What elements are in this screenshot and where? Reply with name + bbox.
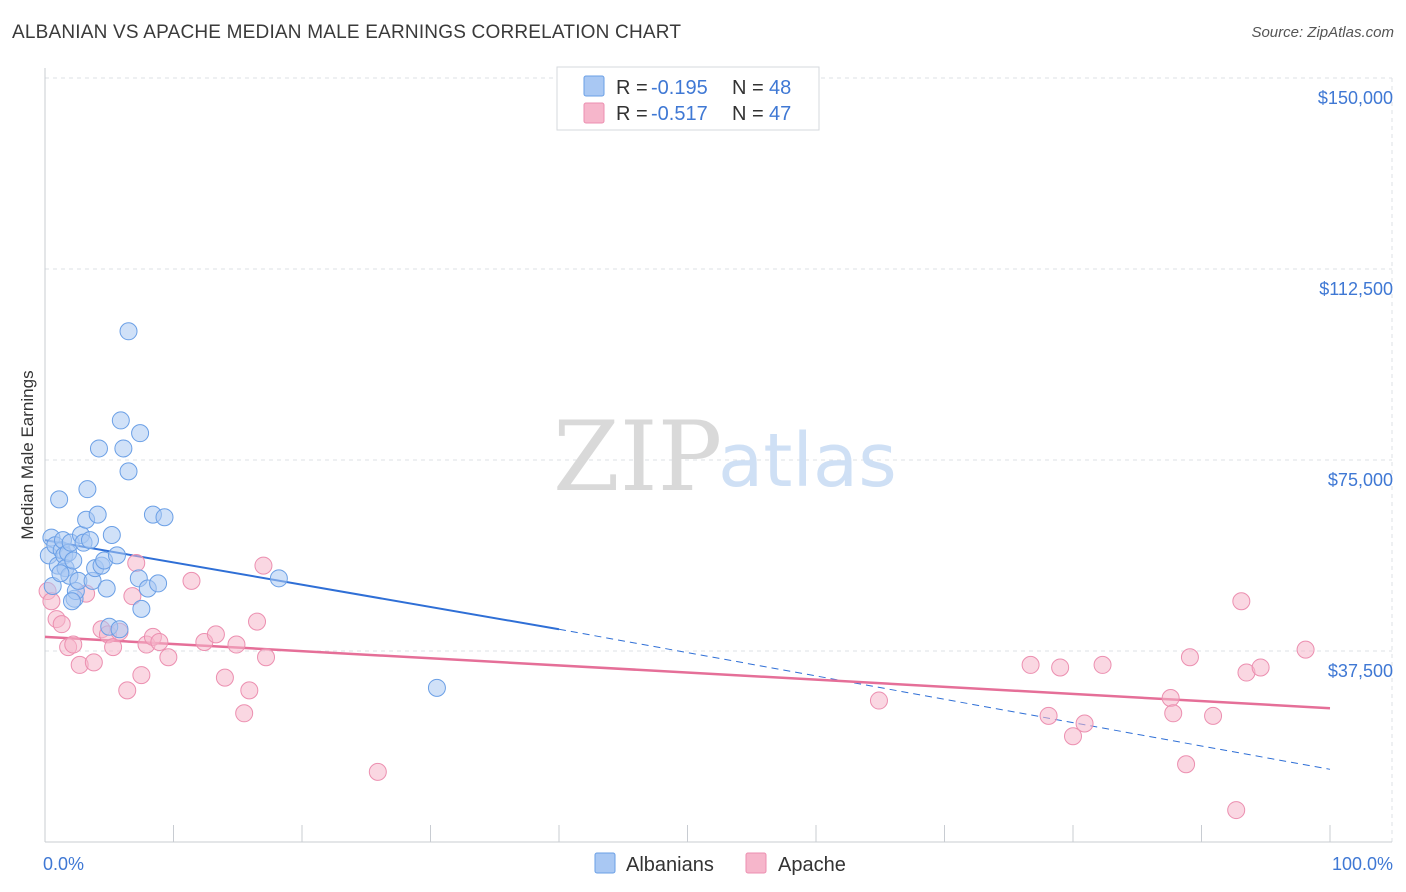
albanian-point bbox=[89, 439, 108, 458]
legend-r-label-1: R = bbox=[616, 77, 648, 99]
apache-point bbox=[1227, 801, 1246, 820]
albanian-point bbox=[132, 599, 151, 618]
apache-point bbox=[215, 668, 234, 687]
apache-point bbox=[1039, 706, 1058, 725]
chart-title: ALBANIAN VS APACHE MEDIAN MALE EARNINGS … bbox=[12, 22, 682, 43]
apache-point bbox=[240, 681, 259, 700]
albanian-point bbox=[110, 620, 129, 639]
apache-point bbox=[206, 625, 225, 644]
legend-n-value-2: 47 bbox=[769, 103, 791, 125]
albanian-point bbox=[64, 551, 83, 570]
watermark: ZIP atlas bbox=[553, 401, 897, 513]
apache-point bbox=[254, 556, 273, 575]
albanian-point bbox=[80, 531, 99, 550]
apache-point bbox=[127, 554, 146, 573]
trendline-apache bbox=[44, 635, 1331, 710]
legend-n-label-2: N = bbox=[732, 103, 764, 125]
y-tick-labels: $150,000 $112,500 $75,000 $37,500 bbox=[1318, 88, 1393, 681]
x-tick-label: 100.0% bbox=[1332, 854, 1393, 874]
apache-point bbox=[1075, 714, 1094, 733]
legend-n-label-1: N = bbox=[732, 77, 764, 99]
axes bbox=[44, 68, 1392, 843]
albanian-point bbox=[149, 574, 168, 593]
apache-point bbox=[368, 762, 387, 781]
apache-point bbox=[1021, 655, 1040, 674]
watermark-zip: ZIP bbox=[553, 401, 722, 513]
apache-point bbox=[1296, 640, 1315, 659]
apache-point bbox=[1180, 648, 1199, 667]
apache-point bbox=[1251, 658, 1270, 677]
apache-point bbox=[1051, 658, 1070, 677]
y-tick-label: $150,000 bbox=[1318, 88, 1393, 108]
apache-point bbox=[159, 648, 178, 667]
bottom-legend-swatch-albanians bbox=[594, 852, 616, 874]
albanian-point bbox=[102, 526, 121, 545]
x-tick-labels: 0.0% 100.0% bbox=[43, 854, 1393, 874]
y-tick-label: $75,000 bbox=[1328, 470, 1393, 490]
albanian-point bbox=[119, 322, 138, 341]
apache-point bbox=[869, 691, 888, 710]
apache-point bbox=[1177, 755, 1196, 774]
bottom-legend-apache: Apache bbox=[778, 854, 846, 876]
albanian-point bbox=[269, 569, 288, 588]
trendline-albanians bbox=[44, 539, 560, 631]
legend-swatch-albanians bbox=[583, 75, 605, 97]
watermark-atlas: atlas bbox=[718, 418, 897, 504]
albanian-point bbox=[51, 564, 70, 583]
apache-point bbox=[257, 648, 276, 667]
apache-point bbox=[118, 681, 137, 700]
apache-point bbox=[1204, 706, 1223, 725]
apache-point bbox=[104, 638, 123, 657]
apache-point bbox=[248, 612, 267, 631]
apache-point bbox=[132, 666, 151, 685]
source-label: Source: ZipAtlas.com bbox=[1251, 24, 1394, 41]
trendline-albanians-extension bbox=[558, 628, 1331, 770]
albanian-point bbox=[62, 592, 81, 611]
y-axis-label: Median Male Earnings bbox=[18, 370, 37, 539]
apache-point bbox=[1093, 655, 1112, 674]
legend-swatch-apache bbox=[583, 102, 605, 124]
data-points bbox=[38, 322, 1315, 820]
legend-n-value-1: 48 bbox=[769, 77, 791, 99]
albanian-point bbox=[131, 424, 150, 443]
albanian-point bbox=[88, 505, 107, 524]
legend-r-label-2: R = bbox=[616, 103, 648, 125]
apache-point bbox=[84, 653, 103, 672]
bottom-legend-swatch-apache bbox=[745, 852, 767, 874]
apache-point bbox=[182, 571, 201, 590]
apache-point bbox=[42, 592, 61, 611]
albanian-point bbox=[155, 508, 174, 527]
bottom-legend-albanians: Albanians bbox=[626, 854, 714, 876]
apache-point bbox=[1164, 704, 1183, 723]
albanian-point bbox=[78, 480, 97, 499]
y-tick-label: $37,500 bbox=[1328, 661, 1393, 681]
apache-point bbox=[1232, 592, 1251, 611]
trendlines bbox=[44, 539, 1331, 770]
albanian-point bbox=[427, 678, 446, 697]
apache-point bbox=[64, 635, 83, 654]
bottom-legend: Albanians Apache bbox=[594, 852, 846, 876]
apache-point bbox=[150, 632, 169, 651]
apache-point bbox=[235, 704, 254, 723]
legend-r-value-1: -0.195 bbox=[651, 77, 708, 99]
albanian-point bbox=[114, 439, 133, 458]
legend-r-value-2: -0.517 bbox=[651, 103, 708, 125]
legend: R = -0.195 N = 48 R = -0.517 N = 47 bbox=[556, 66, 820, 131]
apache-point bbox=[123, 587, 142, 606]
albanian-point bbox=[107, 546, 126, 565]
albanian-point bbox=[111, 411, 130, 430]
apache-point bbox=[1161, 689, 1180, 708]
albanian-point bbox=[119, 462, 138, 481]
albanian-point bbox=[97, 579, 116, 598]
apache-point bbox=[52, 615, 71, 634]
y-tick-label: $112,500 bbox=[1319, 279, 1393, 299]
albanian-point bbox=[50, 490, 69, 509]
x-tick-label: 0.0% bbox=[43, 854, 84, 874]
apache-point bbox=[1064, 727, 1082, 746]
apache-point bbox=[227, 635, 246, 654]
